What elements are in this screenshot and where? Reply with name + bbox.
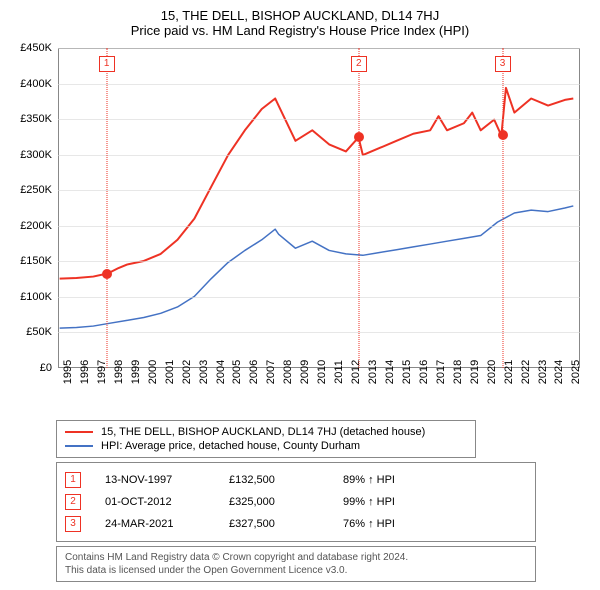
chart-area: £0 £50K £100K £150K £200K £250K £300K £350K £400… bbox=[8, 44, 592, 414]
transaction-row: 3 24-MAR-2021 £327,500 76% ↑ HPI bbox=[65, 513, 527, 535]
event-marker-box: 3 bbox=[495, 56, 511, 72]
x-tick-label: 2012 bbox=[350, 360, 362, 384]
legend-swatch-hpi bbox=[65, 445, 93, 447]
transaction-price: £327,500 bbox=[229, 518, 319, 530]
y-tick-label: £400K bbox=[8, 78, 52, 90]
transaction-date: 24-MAR-2021 bbox=[105, 518, 205, 530]
transaction-hpi: 76% ↑ HPI bbox=[343, 518, 443, 530]
x-tick-label: 2006 bbox=[248, 360, 260, 384]
y-tick-label: £300K bbox=[8, 149, 52, 161]
transaction-price: £325,000 bbox=[229, 496, 319, 508]
transaction-date: 01-OCT-2012 bbox=[105, 496, 205, 508]
x-tick-label: 2001 bbox=[164, 360, 176, 384]
legend-label-hpi: HPI: Average price, detached house, Coun… bbox=[101, 440, 360, 452]
legend-label-property: 15, THE DELL, BISHOP AUCKLAND, DL14 7HJ … bbox=[101, 426, 425, 438]
y-tick-label: £0 bbox=[8, 362, 52, 374]
event-marker-box: 2 bbox=[351, 56, 367, 72]
x-tick-label: 2014 bbox=[384, 360, 396, 384]
x-tick-label: 1999 bbox=[130, 360, 142, 384]
legend-swatch-property bbox=[65, 431, 93, 433]
event-line bbox=[106, 48, 107, 368]
x-tick-label: 2011 bbox=[333, 360, 345, 384]
transaction-row: 2 01-OCT-2012 £325,000 99% ↑ HPI bbox=[65, 491, 527, 513]
x-tick-label: 2003 bbox=[198, 360, 210, 384]
event-dot bbox=[498, 130, 508, 140]
x-tick-label: 2022 bbox=[520, 360, 532, 384]
series-line-property bbox=[60, 88, 574, 279]
legend-item-property: 15, THE DELL, BISHOP AUCKLAND, DL14 7HJ … bbox=[65, 425, 467, 439]
transaction-marker: 1 bbox=[65, 472, 81, 488]
x-tick-label: 2015 bbox=[401, 360, 413, 384]
legend: 15, THE DELL, BISHOP AUCKLAND, DL14 7HJ … bbox=[56, 420, 476, 458]
x-tick-label: 2016 bbox=[418, 360, 430, 384]
x-tick-label: 2013 bbox=[367, 360, 379, 384]
x-tick-label: 2018 bbox=[452, 360, 464, 384]
event-dot bbox=[102, 269, 112, 279]
transaction-marker: 2 bbox=[65, 494, 81, 510]
transaction-hpi: 89% ↑ HPI bbox=[343, 474, 443, 486]
title-line-1: 15, THE DELL, BISHOP AUCKLAND, DL14 7HJ bbox=[8, 8, 592, 23]
transaction-hpi: 99% ↑ HPI bbox=[343, 496, 443, 508]
title-line-2: Price paid vs. HM Land Registry's House … bbox=[8, 23, 592, 38]
footer-line-2: This data is licensed under the Open Gov… bbox=[65, 564, 527, 577]
transactions-box: 1 13-NOV-1997 £132,500 89% ↑ HPI 2 01-OC… bbox=[56, 462, 536, 542]
x-tick-label: 2004 bbox=[215, 360, 227, 384]
x-tick-label: 2020 bbox=[486, 360, 498, 384]
y-tick-label: £450K bbox=[8, 42, 52, 54]
y-tick-label: £150K bbox=[8, 255, 52, 267]
transaction-marker: 3 bbox=[65, 516, 81, 532]
y-tick-label: £250K bbox=[8, 184, 52, 196]
x-tick-label: 2019 bbox=[469, 360, 481, 384]
event-line bbox=[502, 48, 503, 368]
x-tick-label: 2021 bbox=[503, 360, 515, 384]
footer-attribution: Contains HM Land Registry data © Crown c… bbox=[56, 546, 536, 582]
x-tick-label: 2002 bbox=[181, 360, 193, 384]
transaction-date: 13-NOV-1997 bbox=[105, 474, 205, 486]
transaction-price: £132,500 bbox=[229, 474, 319, 486]
x-tick-label: 1998 bbox=[113, 360, 125, 384]
x-tick-label: 2000 bbox=[147, 360, 159, 384]
y-tick-label: £100K bbox=[8, 291, 52, 303]
x-tick-label: 1995 bbox=[62, 360, 74, 384]
legend-item-hpi: HPI: Average price, detached house, Coun… bbox=[65, 439, 467, 453]
x-tick-label: 2024 bbox=[553, 360, 565, 384]
x-tick-label: 2007 bbox=[265, 360, 277, 384]
series-line-hpi bbox=[60, 206, 574, 328]
event-dot bbox=[354, 132, 364, 142]
x-tick-label: 1996 bbox=[79, 360, 91, 384]
y-tick-label: £50K bbox=[8, 326, 52, 338]
footer-line-1: Contains HM Land Registry data © Crown c… bbox=[65, 551, 527, 564]
transaction-row: 1 13-NOV-1997 £132,500 89% ↑ HPI bbox=[65, 469, 527, 491]
y-tick-label: £200K bbox=[8, 220, 52, 232]
x-tick-label: 2025 bbox=[570, 360, 582, 384]
chart-figure: 15, THE DELL, BISHOP AUCKLAND, DL14 7HJ … bbox=[0, 0, 600, 590]
x-tick-label: 2009 bbox=[299, 360, 311, 384]
y-tick-label: £350K bbox=[8, 113, 52, 125]
x-tick-label: 2010 bbox=[316, 360, 328, 384]
x-tick-label: 2005 bbox=[231, 360, 243, 384]
x-tick-label: 2023 bbox=[537, 360, 549, 384]
x-tick-label: 2017 bbox=[435, 360, 447, 384]
x-tick-label: 2008 bbox=[282, 360, 294, 384]
event-line bbox=[358, 48, 359, 368]
event-marker-box: 1 bbox=[99, 56, 115, 72]
chart-svg bbox=[59, 49, 579, 367]
